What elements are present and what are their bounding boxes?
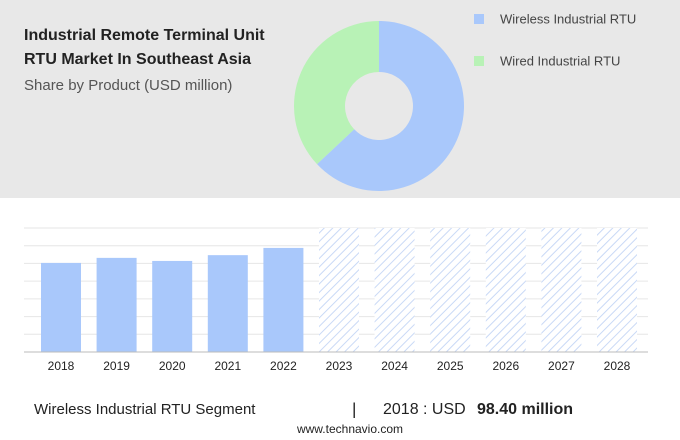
donut-slice xyxy=(294,21,379,165)
footer-value: 98.40 million xyxy=(477,401,573,418)
x-tick-label: 2019 xyxy=(103,359,130,373)
x-tick-label: 2026 xyxy=(492,359,519,373)
forecast-bar xyxy=(597,228,637,352)
bar xyxy=(41,262,81,352)
legend-swatch xyxy=(474,14,484,24)
x-tick-label: 2020 xyxy=(159,359,186,373)
bar xyxy=(152,260,193,352)
forecast-bar xyxy=(319,228,359,352)
bar xyxy=(96,257,137,352)
title: Industrial Remote Terminal Unit RTU Marke… xyxy=(24,27,265,68)
x-tick-label: 2025 xyxy=(437,359,464,373)
legend-label: Wireless Industrial RTU xyxy=(500,11,636,26)
forecast-bar xyxy=(485,228,526,352)
legend-label: Wired Industrial RTU xyxy=(500,53,620,68)
x-tick-label: 2028 xyxy=(604,359,631,373)
donut-slice xyxy=(317,21,464,191)
forecast-bar xyxy=(374,228,415,352)
bar xyxy=(263,247,304,352)
x-tick-label: 2021 xyxy=(214,359,241,373)
x-tick-label: 2022 xyxy=(270,359,297,373)
subtitle: Share by Product (USD million) xyxy=(24,77,232,94)
bar xyxy=(207,255,248,352)
x-tick-label: 2018 xyxy=(48,359,75,373)
forecast-bar xyxy=(430,228,471,352)
source: www.technavio.com xyxy=(296,422,403,436)
footer-segment: Wireless Industrial RTU Segment xyxy=(34,401,256,418)
x-tick-label: 2024 xyxy=(381,359,408,373)
forecast-bar xyxy=(541,228,582,352)
x-tick-label: 2027 xyxy=(548,359,575,373)
footer-year: 2018 : USD xyxy=(383,401,466,418)
x-tick-label: 2023 xyxy=(326,359,353,373)
legend-swatch xyxy=(474,56,484,66)
footer-separator: | xyxy=(352,399,356,418)
